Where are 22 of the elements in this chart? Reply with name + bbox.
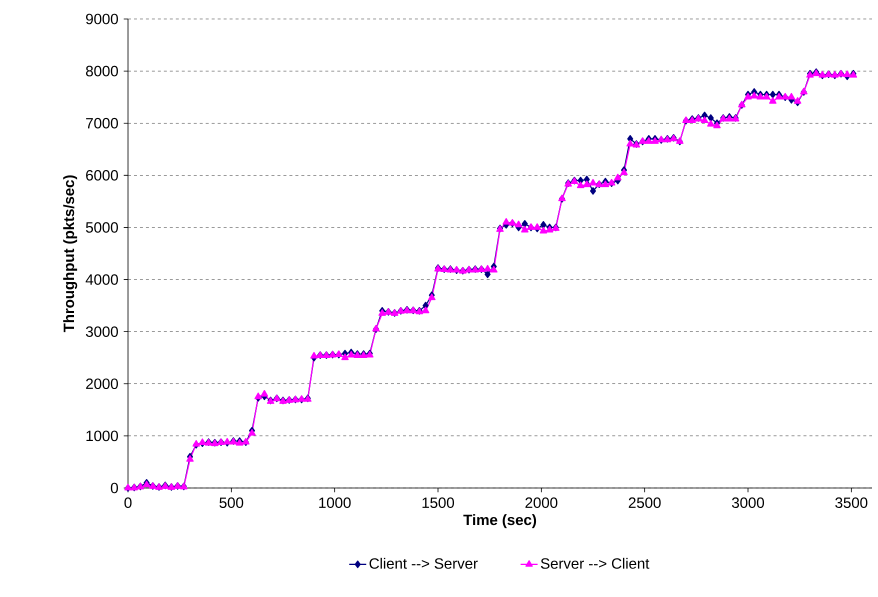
y-tick-label: 5000 — [86, 222, 118, 233]
y-tick-label: 6000 — [86, 170, 118, 181]
x-tick-label: 1000 — [319, 497, 351, 508]
y-tick-label: 7000 — [86, 118, 118, 128]
x-tick-label: 2000 — [525, 497, 558, 508]
x-tick-label: 1500 — [422, 497, 454, 508]
x-tick-label: 3500 — [835, 497, 868, 508]
y-tick-label: 0 — [110, 482, 118, 494]
x-tick-label: 2500 — [628, 497, 661, 508]
x-tick-label: 3000 — [732, 497, 764, 508]
legend-label: Client --> Server — [370, 558, 478, 569]
y-tick-label: 9000 — [86, 14, 118, 24]
x-axis-title: Time (sec) — [463, 514, 536, 528]
x-tick-label: 500 — [219, 497, 244, 508]
y-tick-label: 4000 — [86, 274, 118, 285]
y-tick-label: 2000 — [86, 378, 118, 390]
y-tick-label: 1000 — [86, 430, 118, 442]
legend-label: Server --> Client — [540, 558, 650, 569]
y-tick-label: 3000 — [86, 326, 118, 337]
y-tick-label: 8000 — [86, 66, 118, 76]
y-axis-title: Throughput (pkts/sec) — [63, 175, 78, 332]
x-tick-label: 0 — [124, 497, 132, 508]
